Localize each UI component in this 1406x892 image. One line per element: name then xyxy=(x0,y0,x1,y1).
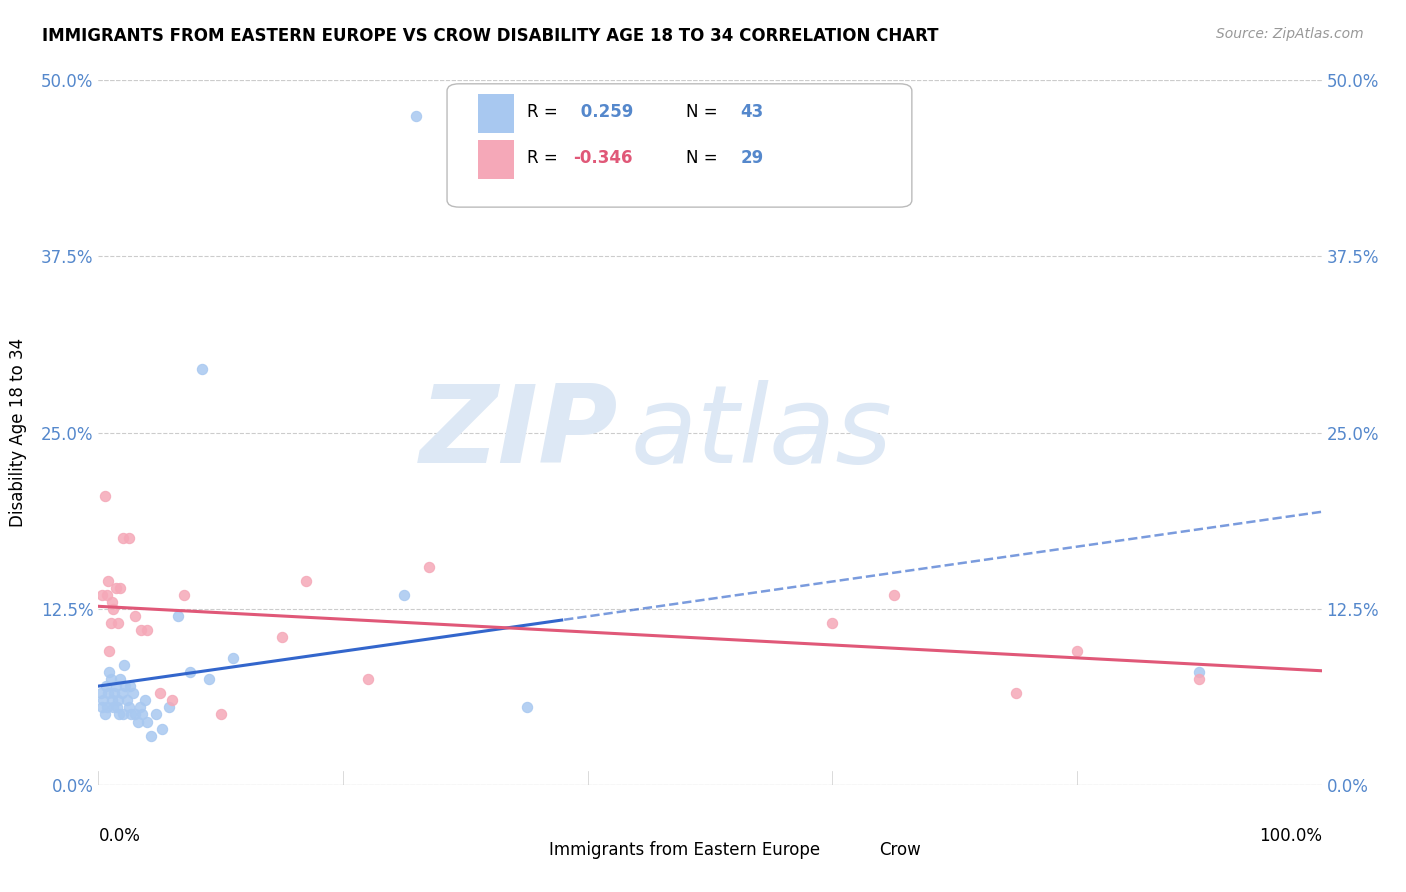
Point xyxy=(120,707,142,722)
Text: Crow: Crow xyxy=(879,841,921,859)
Point xyxy=(94,679,117,693)
Point xyxy=(821,615,844,630)
Point xyxy=(115,693,138,707)
Point xyxy=(124,608,146,623)
Point xyxy=(118,700,141,714)
Point xyxy=(112,658,135,673)
Point xyxy=(191,362,214,376)
Point xyxy=(120,679,142,693)
Point xyxy=(105,700,128,714)
Point xyxy=(1004,686,1026,700)
Text: 0.259: 0.259 xyxy=(575,103,634,121)
Point xyxy=(107,693,129,707)
FancyBboxPatch shape xyxy=(447,84,912,207)
Point xyxy=(167,608,190,623)
Point xyxy=(418,559,440,574)
Point xyxy=(129,623,152,637)
Point xyxy=(121,686,143,700)
Point xyxy=(101,693,124,707)
Point xyxy=(91,700,114,714)
Point xyxy=(270,630,294,644)
Point xyxy=(150,722,173,736)
Point xyxy=(90,686,112,700)
Point xyxy=(100,673,122,687)
Point xyxy=(145,707,167,722)
Point xyxy=(139,729,162,743)
Text: R =: R = xyxy=(526,103,562,121)
Point xyxy=(110,673,132,687)
Text: N =: N = xyxy=(686,103,723,121)
Text: Immigrants from Eastern Europe: Immigrants from Eastern Europe xyxy=(548,841,820,859)
Point xyxy=(516,700,538,714)
Point xyxy=(197,673,219,687)
Point xyxy=(108,707,131,722)
FancyBboxPatch shape xyxy=(832,836,869,863)
Point xyxy=(295,574,318,588)
Point xyxy=(101,601,124,615)
Point xyxy=(93,707,115,722)
Text: 43: 43 xyxy=(741,103,763,121)
Point xyxy=(100,615,122,630)
Point xyxy=(104,581,127,595)
Point xyxy=(110,581,132,595)
Point xyxy=(101,595,124,609)
Point xyxy=(209,707,232,722)
Text: Source: ZipAtlas.com: Source: ZipAtlas.com xyxy=(1216,27,1364,41)
Point xyxy=(1066,644,1088,658)
Point xyxy=(93,489,115,503)
Point xyxy=(131,707,153,722)
Text: ZIP: ZIP xyxy=(420,380,619,485)
Point xyxy=(173,588,195,602)
Text: atlas: atlas xyxy=(630,380,893,485)
Point xyxy=(883,588,905,602)
Point xyxy=(134,693,156,707)
Point xyxy=(96,588,118,602)
Point xyxy=(103,686,125,700)
Point xyxy=(104,679,127,693)
Point xyxy=(98,665,121,680)
Point xyxy=(111,686,134,700)
Point xyxy=(405,108,427,122)
Point xyxy=(222,651,245,665)
Text: N =: N = xyxy=(686,149,723,167)
Point xyxy=(356,673,378,687)
Point xyxy=(179,665,201,680)
Point xyxy=(111,707,134,722)
FancyBboxPatch shape xyxy=(478,140,515,179)
Point xyxy=(107,615,129,630)
Point xyxy=(97,574,120,588)
Point xyxy=(111,532,134,546)
Point xyxy=(101,700,124,714)
Point xyxy=(1188,673,1211,687)
Point xyxy=(160,693,183,707)
Point xyxy=(124,707,146,722)
Text: IMMIGRANTS FROM EASTERN EUROPE VS CROW DISABILITY AGE 18 TO 34 CORRELATION CHART: IMMIGRANTS FROM EASTERN EUROPE VS CROW D… xyxy=(42,27,939,45)
Text: R =: R = xyxy=(526,149,562,167)
Point xyxy=(1188,665,1211,680)
Point xyxy=(149,686,172,700)
Text: 100.0%: 100.0% xyxy=(1258,827,1322,846)
Point xyxy=(91,693,114,707)
Text: 0.0%: 0.0% xyxy=(98,827,141,846)
FancyBboxPatch shape xyxy=(502,836,538,863)
Point xyxy=(118,532,141,546)
Text: 29: 29 xyxy=(741,149,763,167)
Point xyxy=(114,679,136,693)
Y-axis label: Disability Age 18 to 34: Disability Age 18 to 34 xyxy=(8,338,27,527)
Point xyxy=(136,623,159,637)
Point xyxy=(97,686,120,700)
Point xyxy=(127,714,149,729)
Point xyxy=(96,700,118,714)
Point xyxy=(91,588,114,602)
Point xyxy=(129,700,152,714)
Point xyxy=(157,700,180,714)
Point xyxy=(392,588,416,602)
Point xyxy=(136,714,159,729)
Point xyxy=(98,644,121,658)
FancyBboxPatch shape xyxy=(478,95,515,133)
Text: -0.346: -0.346 xyxy=(574,149,633,167)
